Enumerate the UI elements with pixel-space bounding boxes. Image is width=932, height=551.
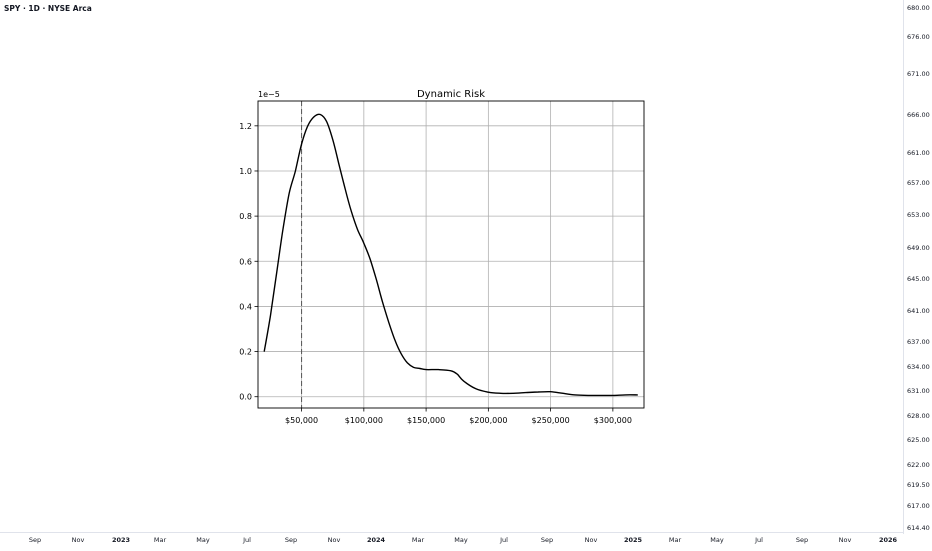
y-tick-label: 0.6 [239, 257, 252, 266]
time-axis[interactable] [0, 532, 903, 551]
time-axis-label: Nov [838, 536, 852, 544]
y-tick-label: 1.0 [239, 167, 252, 176]
price-axis-label: 645.00 [907, 275, 930, 283]
time-axis-label: Jul [500, 536, 508, 544]
time-axis-label: Sep [284, 536, 298, 544]
chart-figure: $50,000 $100,000 $150,000 $200,000 $250,000 $… [239, 89, 645, 425]
time-axis-label: Sep [540, 536, 554, 544]
price-axis-label: 619.50 [907, 481, 930, 489]
time-axis-label: Nov [584, 536, 598, 544]
x-tick-label: $250,000 [532, 416, 570, 425]
time-axis-label: May [454, 536, 468, 544]
price-axis-label: 671.00 [907, 70, 930, 78]
price-axis-label: 617.00 [907, 502, 930, 510]
y-tick-label: 0.0 [239, 393, 252, 402]
y-tick-label: 1.2 [239, 122, 252, 131]
price-axis-label: 631.00 [907, 387, 930, 395]
time-axis-label: Mar [153, 536, 167, 544]
y-offset-text: 1e−5 [258, 90, 280, 99]
price-axis-label: 628.00 [907, 412, 930, 420]
y-tick-label: 0.8 [239, 212, 252, 221]
price-axis-label: 676.00 [907, 33, 930, 41]
time-axis-label: Jul [243, 536, 251, 544]
time-axis-label: Sep [795, 536, 809, 544]
x-tick-label: $50,000 [285, 416, 318, 425]
time-axis-label: Nov [327, 536, 341, 544]
price-axis[interactable] [903, 0, 932, 534]
plot-area [258, 101, 644, 408]
time-axis-label: Jul [755, 536, 763, 544]
symbol-title: SPY · 1D · NYSE Arca [4, 4, 92, 13]
price-axis-label: 661.00 [907, 149, 930, 157]
time-axis-label: 2024 [366, 536, 386, 544]
price-axis-label: 657.00 [907, 179, 930, 187]
time-axis-label: 2025 [623, 536, 643, 544]
series-line [263, 113, 638, 397]
price-axis-label: 622.00 [907, 461, 930, 469]
x-tick-label: $150,000 [407, 416, 445, 425]
plot-frame [257, 100, 645, 409]
time-axis-label: Sep [28, 536, 42, 544]
price-axis-label: 666.00 [907, 111, 930, 119]
price-axis-label: 641.00 [907, 307, 930, 315]
price-axis-label: 614.40 [907, 524, 930, 532]
x-tick-label: $200,000 [469, 416, 507, 425]
price-axis-label: 649.00 [907, 244, 930, 252]
price-axis-label: 653.00 [907, 211, 930, 219]
time-axis-label: May [196, 536, 210, 544]
price-axis-label: 680.00 [907, 4, 930, 12]
time-axis-label: 2026 [878, 536, 898, 544]
price-axis-label: 637.00 [907, 338, 930, 346]
chart-title: Dynamic Risk [417, 89, 485, 100]
price-axis-label: 625.00 [907, 436, 930, 444]
time-axis-label: May [710, 536, 724, 544]
x-tick-label: $300,000 [594, 416, 632, 425]
x-tick-label: $100,000 [345, 416, 383, 425]
time-axis-label: Nov [71, 536, 85, 544]
y-tick-label: 0.2 [239, 348, 252, 357]
y-tick-label: 0.4 [239, 302, 252, 311]
time-axis-label: Mar [411, 536, 425, 544]
price-axis-label: 634.00 [907, 363, 930, 371]
time-axis-label: Mar [668, 536, 682, 544]
time-axis-label: 2023 [111, 536, 131, 544]
